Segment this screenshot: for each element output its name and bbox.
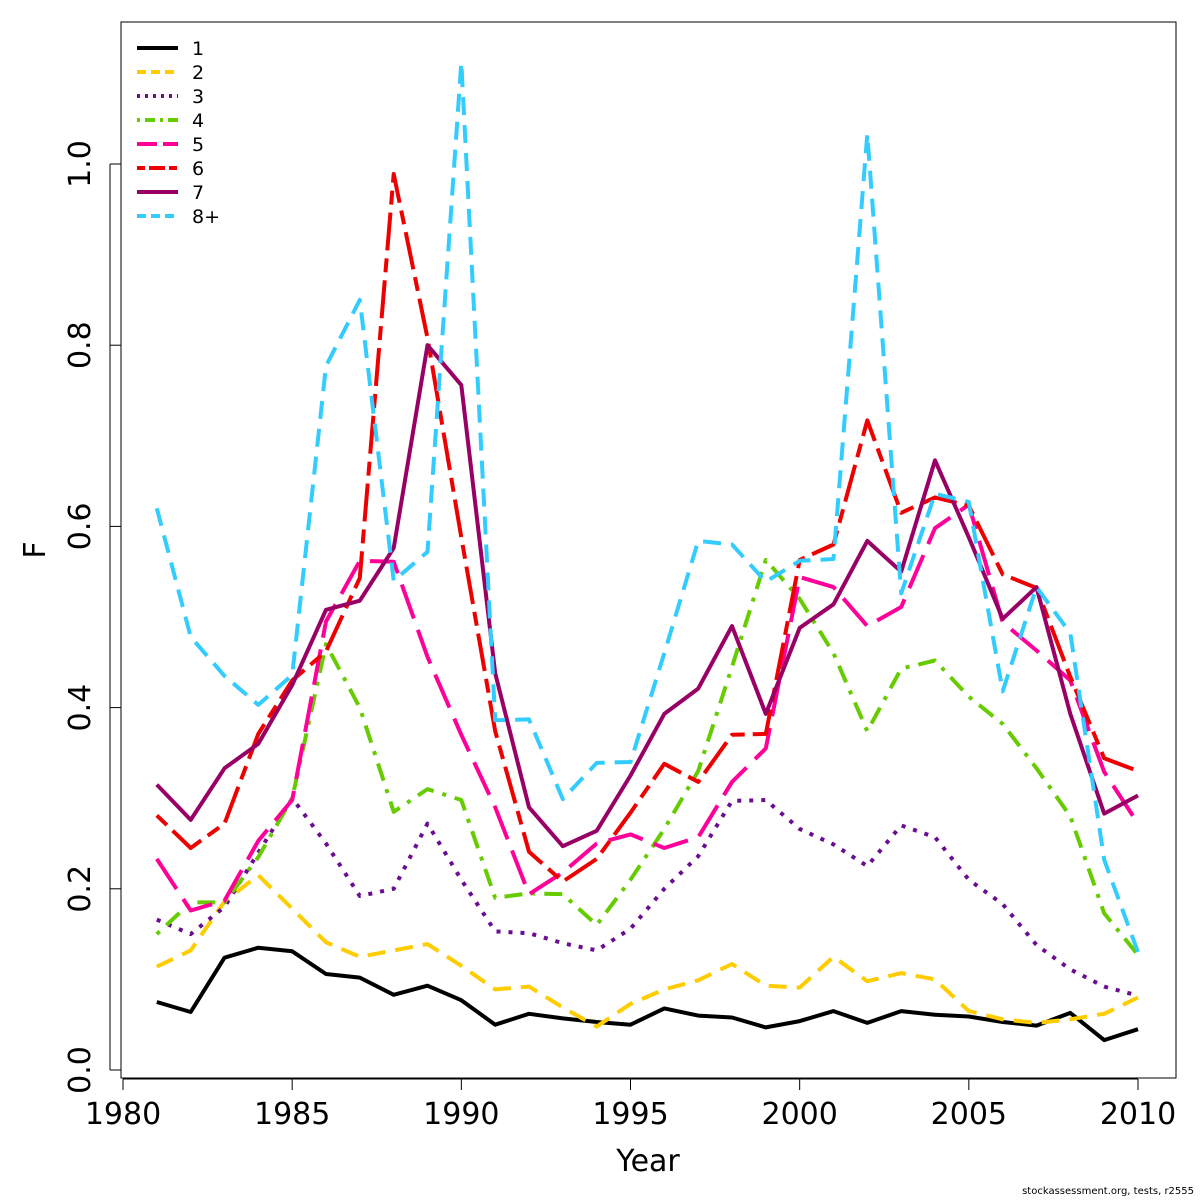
legend-label: 6 xyxy=(192,158,204,180)
y-axis: 0.0 0.2 0.4 0.6 0.8 1.0 xyxy=(63,140,121,1094)
series-line-1 xyxy=(156,945,1139,1043)
y-tick-label: 0.8 xyxy=(63,321,98,369)
x-tick-label: 1990 xyxy=(423,1097,499,1132)
y-tick-label: 0.6 xyxy=(63,503,98,551)
series-layer xyxy=(154,60,1140,1043)
x-tick-label: 2010 xyxy=(1100,1097,1176,1132)
y-axis-title: F xyxy=(18,541,53,558)
y-tick-label: 0.4 xyxy=(63,684,98,732)
legend-label: 7 xyxy=(192,182,204,204)
legend-label: 1 xyxy=(192,38,204,60)
x-tick-label: 1980 xyxy=(85,1097,161,1132)
x-tick-label: 2005 xyxy=(931,1097,1007,1132)
plot-frame xyxy=(120,21,1177,1079)
legend-label: 4 xyxy=(192,110,204,132)
series-line-2 xyxy=(155,873,1139,1029)
legend-label: 3 xyxy=(192,86,204,108)
series-line-4 xyxy=(155,557,1140,957)
y-tick-label: 1.0 xyxy=(63,140,98,188)
series-line-5 xyxy=(155,502,1140,913)
series-line-7 xyxy=(155,343,1139,849)
series-line-6 xyxy=(155,172,1139,884)
x-axis: 1980 1985 1990 1995 2000 2005 2010 xyxy=(85,1078,1176,1132)
x-tick-label: 1995 xyxy=(592,1097,668,1132)
x-tick-label: 2000 xyxy=(761,1097,837,1132)
y-tick-label: 0.0 xyxy=(63,1046,98,1094)
x-tick-label: 1985 xyxy=(254,1097,330,1132)
legend-label: 5 xyxy=(192,134,204,156)
legend-label: 8+ xyxy=(192,206,220,228)
legend-label: 2 xyxy=(192,62,204,84)
footnote: stockassessment.org, tests, r2555 xyxy=(1022,1186,1194,1197)
y-tick-label: 0.2 xyxy=(63,865,98,913)
series-line-8plus xyxy=(154,60,1140,953)
series-line-3 xyxy=(156,796,1139,998)
x-axis-title: Year xyxy=(615,1144,680,1179)
